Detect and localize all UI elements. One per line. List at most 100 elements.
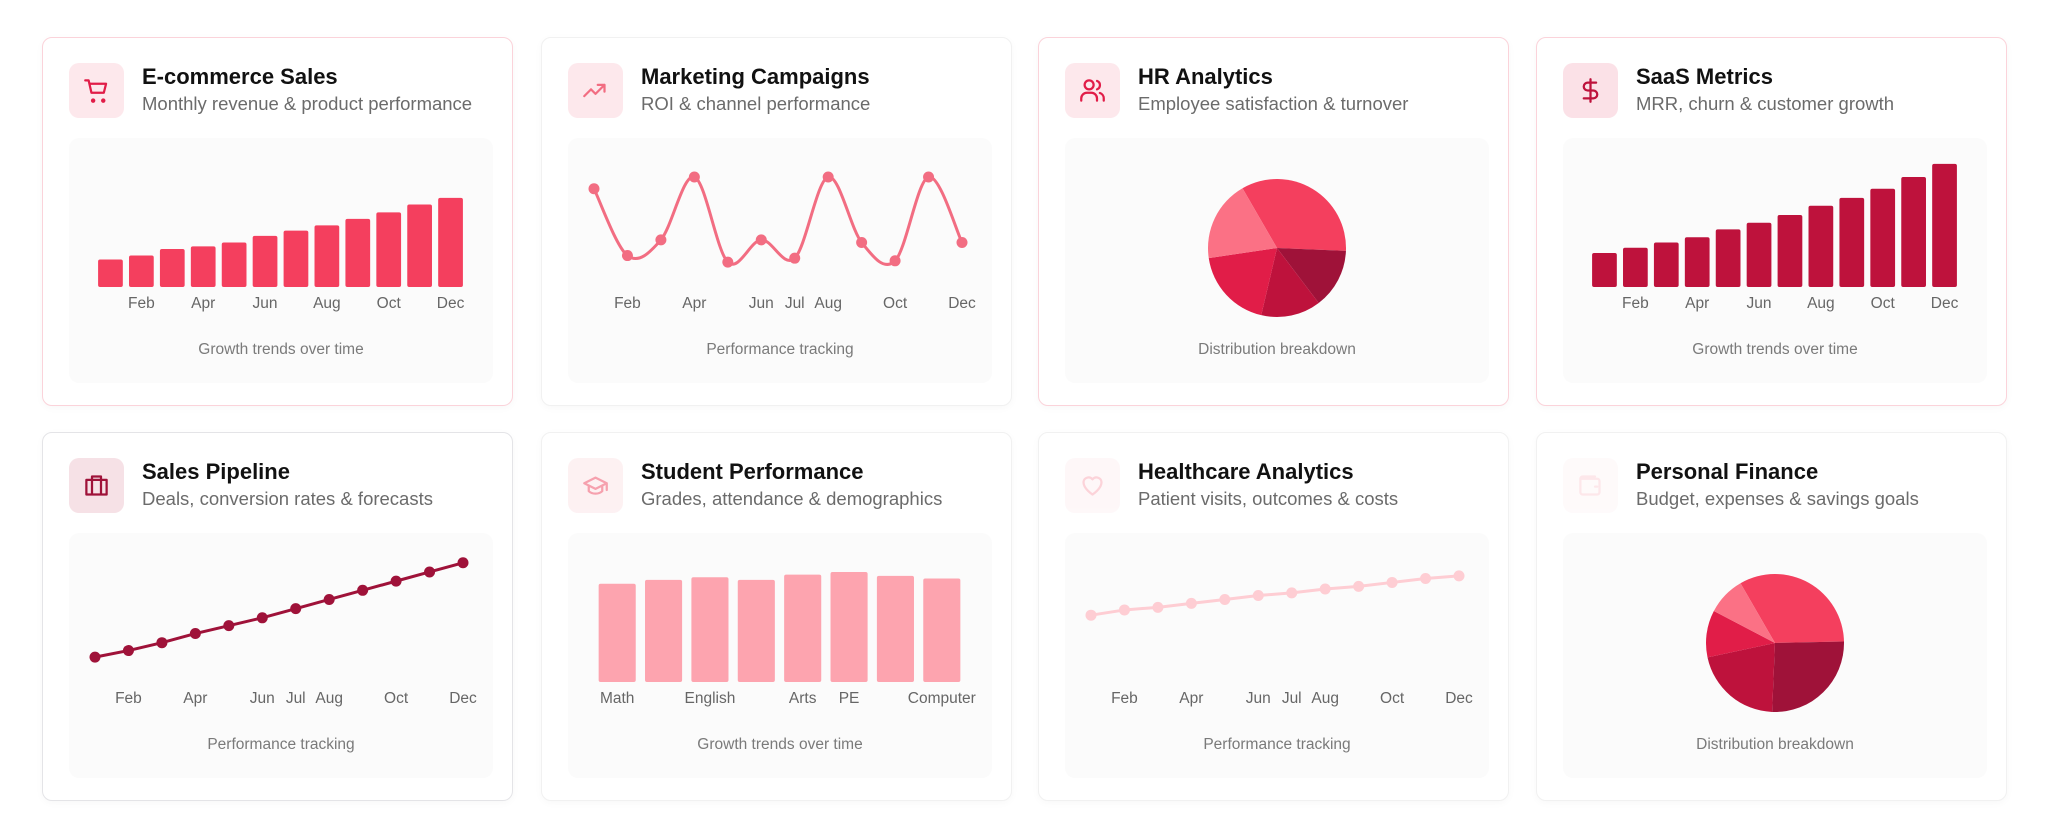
card-title: Student Performance [641, 459, 864, 484]
pie-slice [1740, 574, 1844, 643]
x-tick-label: Oct [377, 295, 402, 312]
x-tick-label: Feb [614, 295, 641, 312]
chart-panel: Feb Apr Jun Jul Aug Oct Dec Performance trackin… [568, 138, 992, 383]
chart-panel: Distribution breakdown [1065, 138, 1489, 383]
chart-panel: Feb Apr Jun Aug Oct Dec Growth trends over tim… [69, 138, 493, 383]
chart-caption: Growth trends over time [198, 341, 363, 358]
bar [159, 249, 185, 287]
card-subtitle: MRR, churn & customer growth [1636, 93, 1895, 114]
card-title: Personal Finance [1636, 459, 1819, 484]
icon-stroke [583, 476, 608, 495]
bar [314, 225, 340, 287]
point [256, 612, 268, 624]
card-title: SaaS Metrics [1636, 64, 1773, 89]
icon-stroke [1582, 78, 1599, 103]
point [156, 637, 168, 649]
icon-glyph [1579, 475, 1601, 496]
bar [345, 218, 371, 287]
bar [190, 246, 216, 287]
card-icon [69, 458, 124, 513]
bar [407, 204, 432, 287]
point [588, 183, 600, 195]
icon-glyph [1082, 476, 1103, 496]
x-tick-label: Apr [1685, 295, 1709, 312]
x-tick-label: Jun [253, 295, 278, 312]
chart-caption: Distribution breakdown [1198, 341, 1356, 358]
point [357, 584, 369, 596]
x-tick-label: Oct [1380, 690, 1405, 707]
bar [737, 579, 775, 682]
point [856, 236, 868, 248]
card-title: Healthcare Analytics [1138, 459, 1354, 484]
x-tick-label: Dec [948, 295, 976, 312]
point [189, 628, 201, 640]
x-tick-label: Jul [1282, 690, 1302, 707]
point [223, 620, 235, 632]
x-tick-label: Oct [1871, 295, 1896, 312]
x-tick-label: Aug [1807, 295, 1835, 312]
point [1185, 597, 1197, 609]
x-tick-label: Arts [789, 690, 817, 707]
card-title: Marketing Campaigns [641, 64, 870, 89]
card-subtitle: Monthly revenue & product performance [142, 93, 473, 114]
bar [438, 197, 463, 287]
card-subtitle: Budget, expenses & savings goals [1636, 488, 1919, 509]
x-tick-label: Jun [1246, 690, 1271, 707]
bar [129, 255, 154, 287]
card: Sales Pipeline Deals, conversion rates & … [42, 432, 513, 801]
point [390, 575, 402, 587]
bar [923, 578, 961, 682]
bar [1746, 222, 1772, 287]
point [1286, 587, 1298, 599]
point [1386, 576, 1398, 588]
card-title: E-commerce Sales [142, 64, 338, 89]
card-icon [568, 63, 623, 118]
card-title: Sales Pipeline [142, 459, 290, 484]
icon-glyph [583, 476, 608, 495]
pie-slice [1713, 583, 1775, 643]
card-icon [1563, 63, 1618, 118]
chart-panel: Math English Arts PE Computer Growth trends o… [568, 533, 992, 778]
point [1118, 604, 1130, 616]
point [688, 171, 700, 183]
x-tick-label: Aug [814, 295, 842, 312]
chart-panel: Feb Apr Jun Aug Oct Dec Growth trends over tim… [1563, 138, 1987, 383]
icon-glyph [84, 79, 108, 103]
x-tick-label: Apr [1179, 690, 1203, 707]
x-tick-label: Apr [682, 295, 706, 312]
x-tick-label: Dec [437, 295, 465, 312]
icon-glyph [85, 475, 108, 496]
card-icon [1065, 458, 1120, 513]
point [1453, 570, 1465, 582]
x-tick-label: Oct [384, 690, 409, 707]
chart-panel: Distribution breakdown [1563, 533, 1987, 778]
chart: Distribution breakdown [1696, 574, 1854, 753]
bar [1839, 197, 1865, 287]
card: Personal Finance Budget, expenses & savin… [1536, 432, 2007, 801]
chart: Math English Arts PE Computer Growth trends o… [598, 571, 976, 753]
line [592, 175, 964, 266]
bar [876, 575, 914, 682]
point [755, 234, 767, 246]
x-tick-label: Aug [1311, 690, 1339, 707]
card: SaaS Metrics MRR, churn & customer growth… [1536, 37, 2007, 406]
bar [1715, 229, 1741, 287]
bar [1808, 205, 1834, 287]
card: HR Analytics Employee satisfaction & turn… [1038, 37, 1509, 406]
x-tick-label: Feb [115, 690, 142, 707]
card: Student Performance Grades, attendance & … [541, 432, 1012, 801]
card: Healthcare Analytics Patient visits, outc… [1038, 432, 1509, 801]
bar [376, 212, 402, 287]
x-tick-label: PE [839, 690, 860, 707]
x-tick-label: Apr [183, 690, 207, 707]
chart-panel: Feb Apr Jun Jul Aug Oct Dec Performance trackin… [1065, 533, 1489, 778]
x-tick-label: Apr [191, 295, 215, 312]
point [290, 603, 302, 615]
point [1152, 601, 1164, 613]
point [956, 236, 968, 248]
bar [1592, 252, 1617, 287]
bar [1777, 214, 1803, 287]
x-tick-label: Computer [908, 690, 976, 707]
point [1219, 593, 1231, 605]
